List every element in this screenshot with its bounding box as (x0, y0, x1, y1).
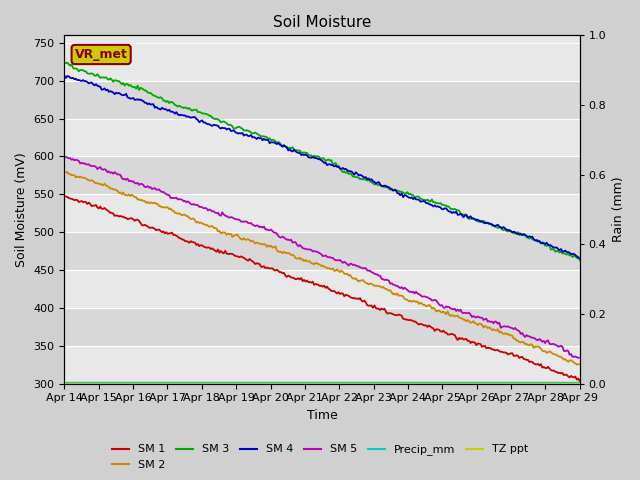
SM 2 (574, 361, 582, 367)
Precip_mm (214, 379, 222, 385)
SM 5 (232, 216, 239, 222)
SM 3 (576, 257, 584, 263)
SM 4 (240, 133, 248, 139)
SM 5 (240, 219, 248, 225)
SM 4 (547, 242, 555, 248)
Legend: SM 1, SM 2, SM 3, SM 4, SM 5, Precip_mm, TZ ppt: SM 1, SM 2, SM 3, SM 4, SM 5, Precip_mm,… (108, 440, 532, 474)
SM 4 (286, 146, 294, 152)
Precip_mm (124, 379, 131, 385)
Bar (65, 346, 580, 384)
Line: SM 5: SM 5 (65, 157, 580, 358)
Y-axis label: Rain (mm): Rain (mm) (612, 177, 625, 242)
SM 2 (61, 169, 68, 175)
TZ ppt (61, 381, 68, 386)
SM 2 (233, 232, 241, 238)
Bar (65, 270, 580, 308)
SM 2 (216, 228, 223, 234)
Bar (65, 308, 580, 346)
Title: Soil Moisture: Soil Moisture (273, 15, 371, 30)
TZ ppt (214, 381, 222, 386)
SM 5 (574, 355, 582, 361)
Bar (65, 43, 580, 81)
SM 4 (232, 129, 239, 135)
SM 5 (214, 210, 222, 216)
SM 3 (61, 60, 68, 66)
Precip_mm (576, 379, 584, 385)
SM 4 (214, 123, 222, 129)
SM 1 (286, 274, 294, 279)
SM 2 (241, 237, 249, 243)
Bar (65, 119, 580, 156)
SM 5 (61, 154, 68, 160)
SM 1 (547, 367, 555, 373)
SM 1 (214, 247, 222, 252)
SM 4 (61, 73, 68, 79)
SM 5 (286, 238, 294, 243)
TZ ppt (547, 381, 555, 386)
SM 3 (241, 128, 249, 133)
TZ ppt (286, 381, 294, 386)
Precip_mm (547, 379, 555, 385)
SM 3 (548, 246, 556, 252)
Line: SM 1: SM 1 (65, 196, 580, 381)
SM 1 (232, 253, 239, 259)
X-axis label: Time: Time (307, 409, 337, 422)
SM 3 (233, 125, 241, 131)
Text: VR_met: VR_met (75, 48, 127, 61)
SM 4 (576, 255, 584, 261)
TZ ppt (232, 381, 239, 386)
SM 5 (576, 355, 584, 360)
SM 2 (287, 252, 295, 258)
Precip_mm (232, 379, 239, 385)
Line: SM 4: SM 4 (65, 76, 580, 258)
Bar (65, 232, 580, 270)
SM 1 (240, 255, 248, 261)
SM 3 (287, 145, 295, 151)
SM 2 (125, 192, 133, 197)
Y-axis label: Soil Moisture (mV): Soil Moisture (mV) (15, 152, 28, 267)
Precip_mm (240, 379, 248, 385)
SM 2 (576, 361, 584, 367)
SM 2 (63, 169, 71, 175)
Precip_mm (61, 379, 68, 385)
SM 1 (576, 378, 584, 384)
Line: SM 3: SM 3 (65, 62, 580, 260)
TZ ppt (124, 381, 131, 386)
SM 4 (124, 95, 131, 100)
Bar (65, 156, 580, 194)
SM 1 (124, 216, 131, 222)
SM 5 (124, 176, 131, 181)
SM 3 (125, 83, 133, 89)
SM 1 (61, 193, 68, 199)
TZ ppt (576, 381, 584, 386)
SM 5 (547, 341, 555, 347)
Bar (65, 194, 580, 232)
TZ ppt (240, 381, 248, 386)
Bar (65, 81, 580, 119)
SM 3 (63, 60, 71, 65)
SM 3 (216, 118, 223, 123)
Precip_mm (286, 379, 294, 385)
Line: SM 2: SM 2 (65, 172, 580, 364)
SM 2 (548, 351, 556, 357)
